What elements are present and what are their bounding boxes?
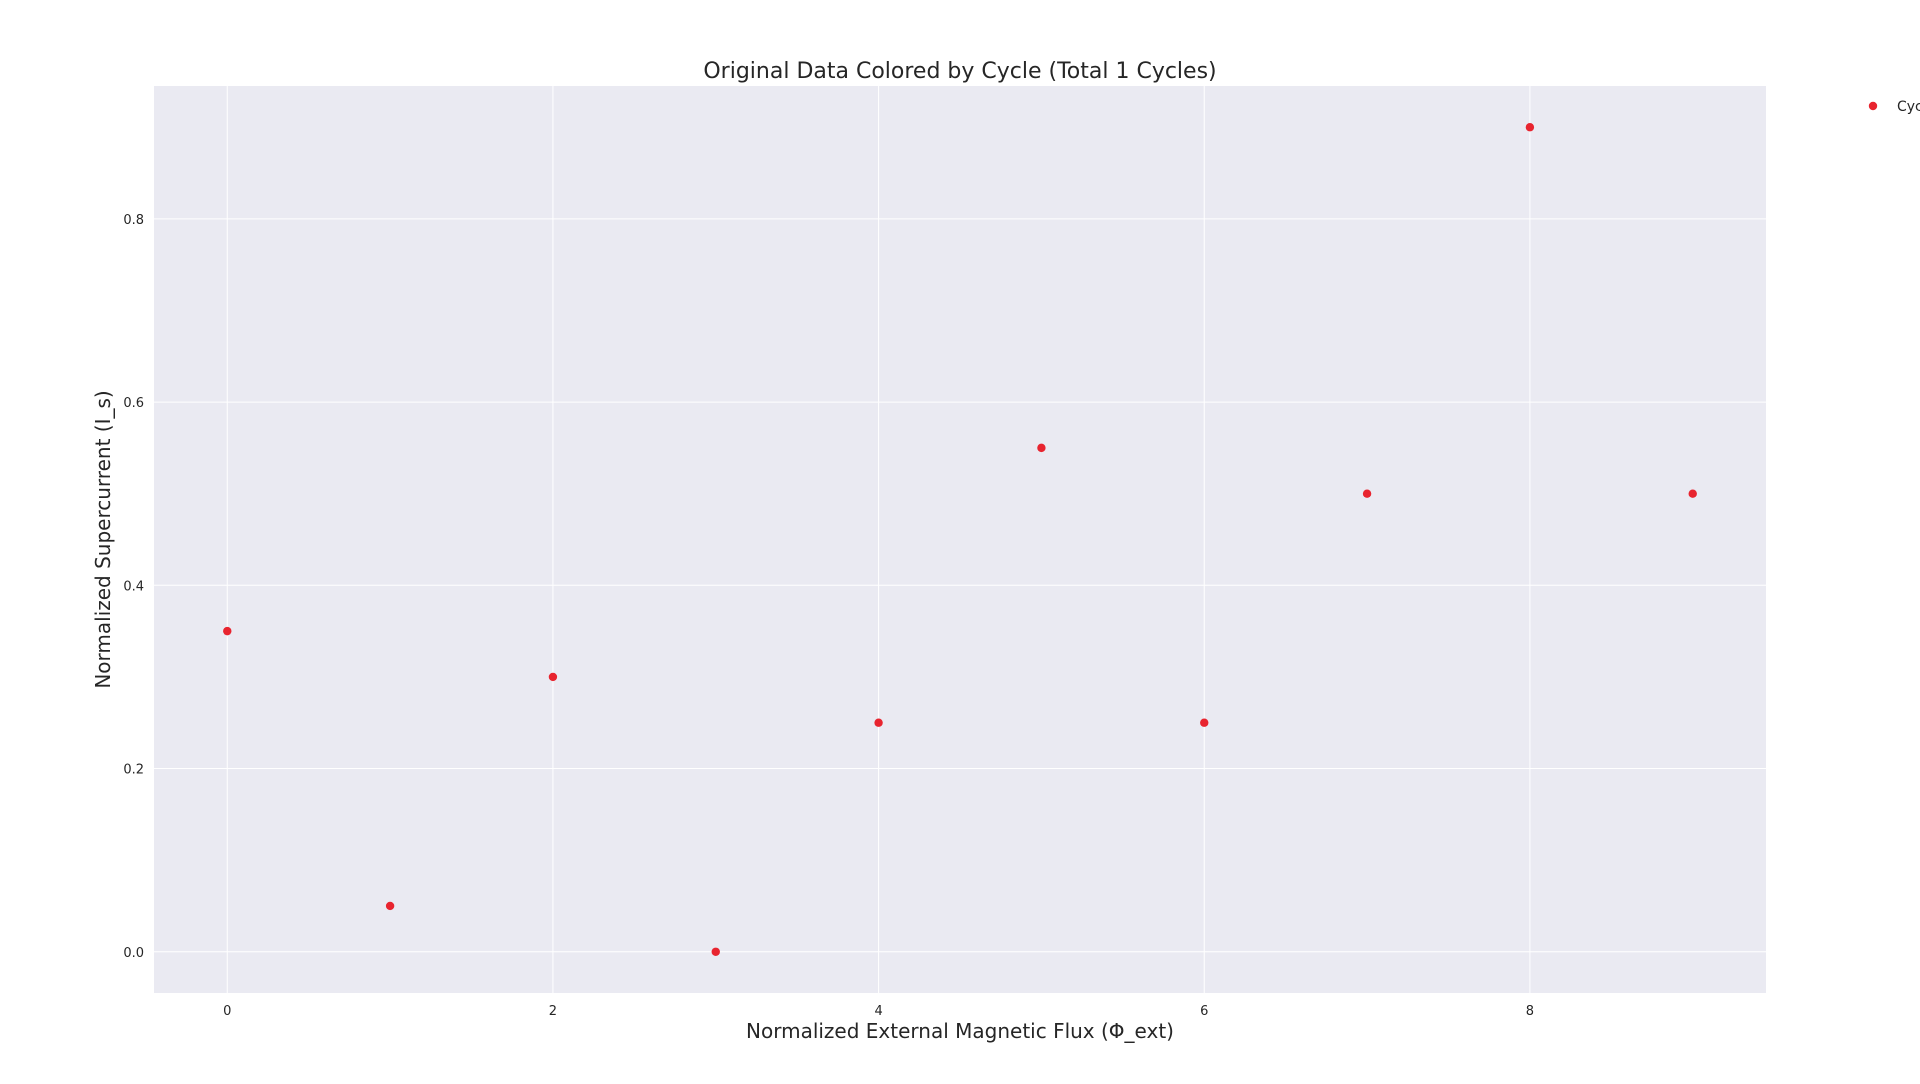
data-points: [223, 123, 1697, 956]
data-point: [711, 947, 720, 956]
legend-marker: [1868, 101, 1878, 111]
data-point: [1362, 489, 1372, 498]
y-axis-label: Normalized Supercurrent (I_s): [91, 390, 115, 688]
legend-label: Cyc: [1897, 99, 1920, 115]
x-tick-label: 6: [1200, 1004, 1208, 1019]
data-point: [223, 626, 232, 636]
x-tick-label: 8: [1526, 1004, 1534, 1019]
y-tick-label: 0.4: [123, 579, 144, 594]
y-tick-label: 0.6: [123, 396, 144, 411]
x-tick-label: 2: [549, 1004, 557, 1019]
data-point: [548, 672, 558, 682]
y-tick-label: 0.8: [123, 213, 144, 228]
y-tick-label: 0.0: [123, 946, 144, 961]
y-tick-label: 0.2: [123, 763, 144, 778]
legend: Cyc: [1868, 99, 1920, 115]
data-point: [1200, 718, 1209, 727]
data-point: [385, 901, 395, 911]
data-point: [874, 718, 883, 727]
x-tick-label: 4: [874, 1004, 882, 1019]
data-point: [1525, 123, 1535, 132]
chart-title: Original Data Colored by Cycle (Total 1 …: [703, 59, 1216, 84]
plot-area: [154, 86, 1766, 993]
tick-labels: 0 2 4 6 8 0.0 0.2 0.4 0.6 0.8: [123, 213, 1534, 1019]
x-axis-label: Normalized External Magnetic Flux (Φ_ext…: [746, 1019, 1174, 1043]
grid-lines: [154, 86, 1766, 993]
x-tick-label: 0: [223, 1004, 231, 1019]
data-point: [1037, 443, 1046, 453]
data-point: [1688, 489, 1697, 498]
